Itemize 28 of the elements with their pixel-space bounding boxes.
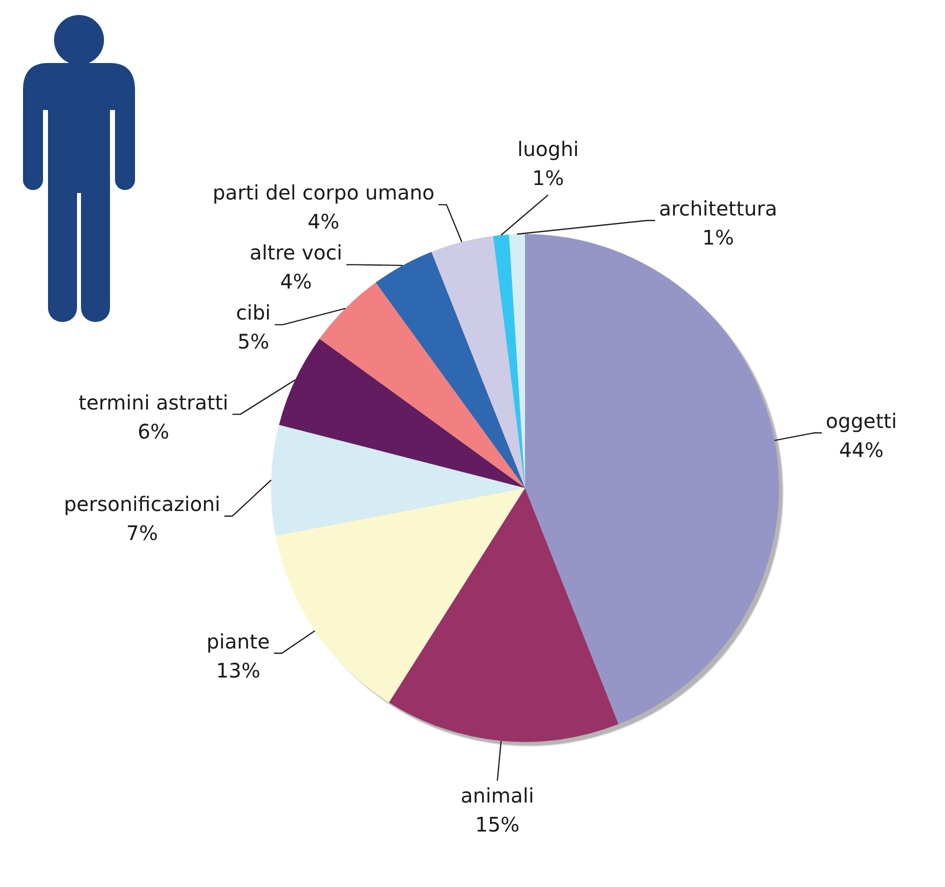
pie-slice: [431, 236, 525, 488]
data-label: 1%: [702, 226, 734, 250]
pie-slice: [320, 282, 525, 488]
pie-slice: [271, 424, 525, 536]
slice-label: termini astratti: [78, 390, 228, 414]
data-label: 6%: [138, 419, 170, 444]
slice-label: luoghi: [517, 136, 579, 161]
pie-slice: [276, 488, 525, 702]
data-label: 7%: [126, 521, 158, 546]
slice-label: oggetti: [826, 408, 897, 433]
slice-label: cibi: [236, 300, 271, 325]
pie-slice: [388, 488, 619, 742]
data-label: 5%: [237, 330, 270, 354]
data-label: 1%: [532, 166, 564, 190]
pie-slice: [376, 252, 525, 488]
data-label: 44%: [839, 438, 884, 462]
pie-slice: [493, 234, 525, 488]
data-label: 13%: [216, 658, 260, 682]
data-label: 15%: [475, 812, 520, 837]
slice-label: personificazioni: [64, 492, 220, 516]
pie-slice: [278, 338, 525, 488]
data-label: 4%: [280, 270, 312, 294]
slice-label: parti del corpo umano: [212, 180, 435, 205]
slice-label: altre voci: [250, 240, 342, 265]
data-label: 4%: [308, 210, 340, 234]
slice-label: architettura: [658, 196, 778, 220]
slice-label: animali: [460, 784, 534, 808]
slice-label: piante: [206, 629, 270, 654]
